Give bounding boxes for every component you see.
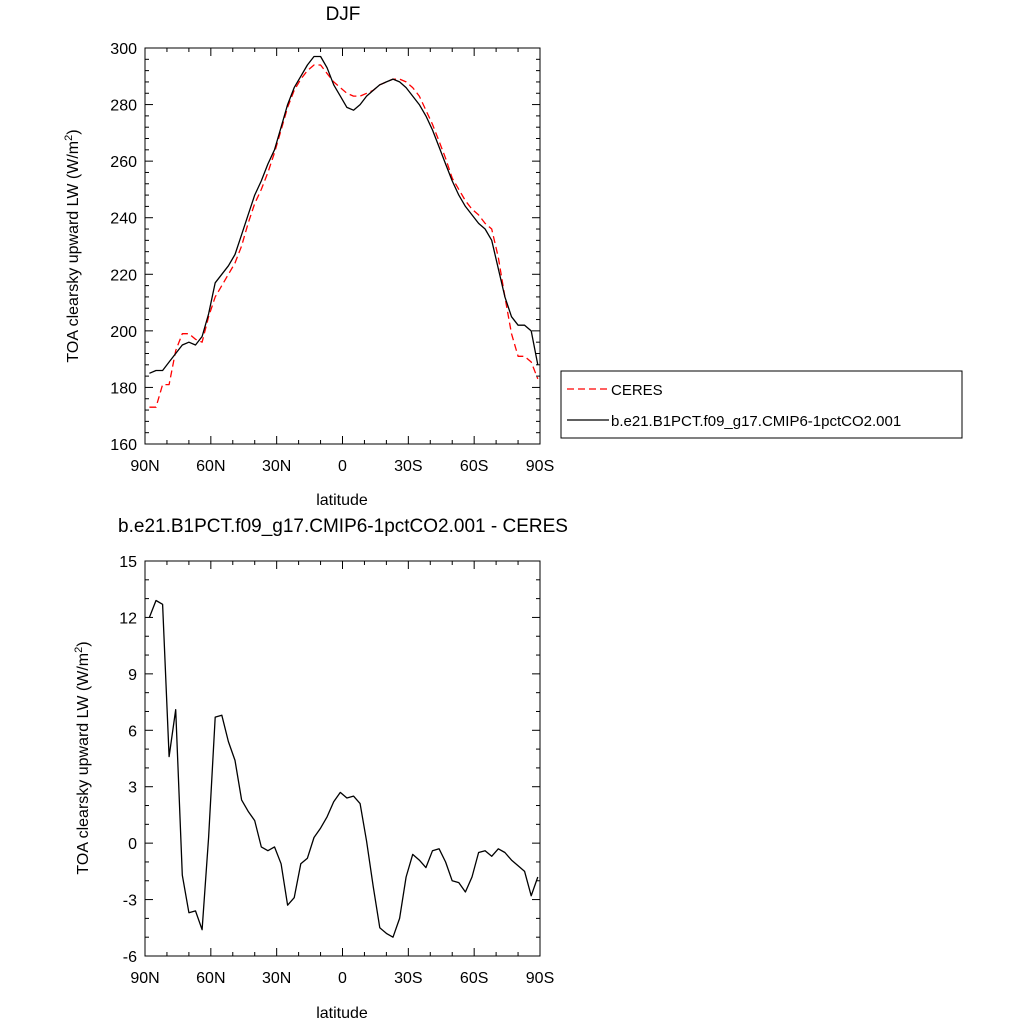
bottom-y-tick-label: 3 [128,780,137,797]
bottom-x-tick-label: 90N [130,970,159,987]
bottom-y-tick-label: -6 [123,949,137,966]
top-x-tick-label: 90N [130,458,159,475]
bottom-x-tick-label: 30S [394,970,422,987]
top-x-tick-label: 90S [526,458,554,475]
top-x-tick-label: 0 [338,458,347,475]
bottom-chart-y-axis-label: TOA clearsky upward LW (W/m2) [73,641,92,874]
chart-title-top: DJF [326,4,361,25]
top-y-tick-label: 240 [110,211,137,228]
top-y-tick-label: 160 [110,437,137,454]
bottom-x-tick-label: 60S [460,970,488,987]
legend-label-model: b.e21.B1PCT.f09_g17.CMIP6-1pctCO2.001 [611,413,901,430]
bottom-y-tick-label: 12 [119,610,137,627]
top-series-line-1 [149,55,539,374]
bottom-y-tick-label: 0 [128,836,137,853]
bottom-chart-series [148,599,539,938]
top-x-tick-label: 30S [394,458,422,475]
bottom-x-tick-label: 30N [262,970,291,987]
top-y-tick-label: 280 [110,98,137,115]
bottom-y-tick-label: 15 [119,554,137,571]
bottom-x-tick-label: 90S [526,970,554,987]
bottom-series-line-0 [148,599,539,938]
chart-title-bottom: b.e21.B1PCT.f09_g17.CMIP6-1pctCO2.001 - … [118,516,568,537]
top-series-line-0 [149,64,539,408]
top-x-tick-label: 60S [460,458,488,475]
bottom-y-tick-label: 9 [128,667,137,684]
top-y-tick-label: 180 [110,380,137,397]
top-chart-series [149,55,539,408]
top-y-tick-label: 300 [110,41,137,58]
top-y-tick-label: 200 [110,324,137,341]
top-x-tick-label: 60N [196,458,225,475]
top-y-tick-label: 260 [110,154,137,171]
top-chart-frame [144,47,541,445]
top-x-tick-label: 30N [262,458,291,475]
top-chart-ticks: 90N 60N 30N 0 30S 60S 90S 160 180 200 220 240 260 280… [110,41,554,475]
bottom-y-tick-label: 6 [128,723,137,740]
bottom-x-tick-label: 0 [338,970,347,987]
top-chart-x-axis-label: latitude [316,492,368,509]
bottom-y-tick-label: -3 [123,893,137,910]
legend-box [560,370,963,439]
legend-label-ceres: CERES [611,382,663,399]
legend: CERES b.e21.B1PCT.f09_g17.CMIP6-1pctCO2.… [560,370,963,439]
bottom-chart-frame [144,560,541,957]
top-chart-y-axis-label: TOA clearsky upward LW (W/m2) [63,129,82,362]
top-y-tick-label: 220 [110,267,137,284]
bottom-x-tick-label: 60N [196,970,225,987]
bottom-chart-x-axis-label: latitude [316,1005,368,1022]
bottom-chart-ticks: 90N 60N 30N 0 30S 60S 90S -6 -3 0 3 6 9 12 15 [119,554,554,987]
